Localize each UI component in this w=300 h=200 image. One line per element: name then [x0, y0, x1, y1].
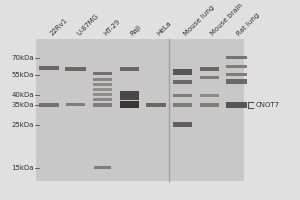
Bar	[38, 103, 59, 107]
Bar	[173, 103, 192, 107]
Text: HT-29: HT-29	[102, 18, 121, 37]
Text: 40kDa: 40kDa	[11, 92, 34, 98]
Bar	[226, 65, 247, 68]
Bar	[36, 39, 244, 181]
Text: 55kDa: 55kDa	[11, 72, 34, 78]
Bar	[173, 69, 192, 75]
Bar	[93, 83, 112, 86]
Text: Raji: Raji	[129, 24, 142, 37]
Bar	[94, 166, 111, 169]
Bar	[200, 103, 219, 107]
Bar	[200, 94, 219, 97]
Bar	[200, 67, 219, 71]
Text: 35kDa: 35kDa	[11, 102, 34, 108]
Text: 70kDa: 70kDa	[11, 55, 34, 61]
Text: Mouse lung: Mouse lung	[183, 4, 215, 37]
Bar	[66, 103, 86, 106]
Bar	[226, 79, 247, 84]
Text: HeLa: HeLa	[156, 20, 172, 37]
Bar	[93, 78, 112, 81]
Bar	[93, 98, 112, 101]
Bar	[173, 122, 192, 127]
Bar	[200, 76, 219, 79]
Bar	[38, 66, 59, 70]
Bar	[226, 73, 247, 76]
Bar	[119, 67, 139, 71]
Bar	[93, 88, 112, 91]
Text: U-87MG: U-87MG	[76, 13, 100, 37]
Bar	[173, 94, 192, 97]
Bar	[119, 101, 139, 108]
Text: 22Rv1: 22Rv1	[49, 17, 69, 37]
Text: Rat lung: Rat lung	[236, 12, 261, 37]
Bar	[93, 103, 112, 107]
Bar	[226, 56, 247, 59]
Bar	[226, 102, 247, 108]
Text: Mouse brain: Mouse brain	[209, 2, 244, 37]
Bar	[173, 80, 192, 84]
Bar	[119, 91, 139, 100]
Text: 15kDa: 15kDa	[11, 165, 34, 171]
Bar	[65, 67, 86, 71]
Text: CNOT7: CNOT7	[256, 102, 280, 108]
Bar	[93, 93, 112, 96]
Bar	[146, 103, 166, 107]
Bar	[93, 72, 112, 75]
Text: 25kDa: 25kDa	[11, 122, 34, 128]
